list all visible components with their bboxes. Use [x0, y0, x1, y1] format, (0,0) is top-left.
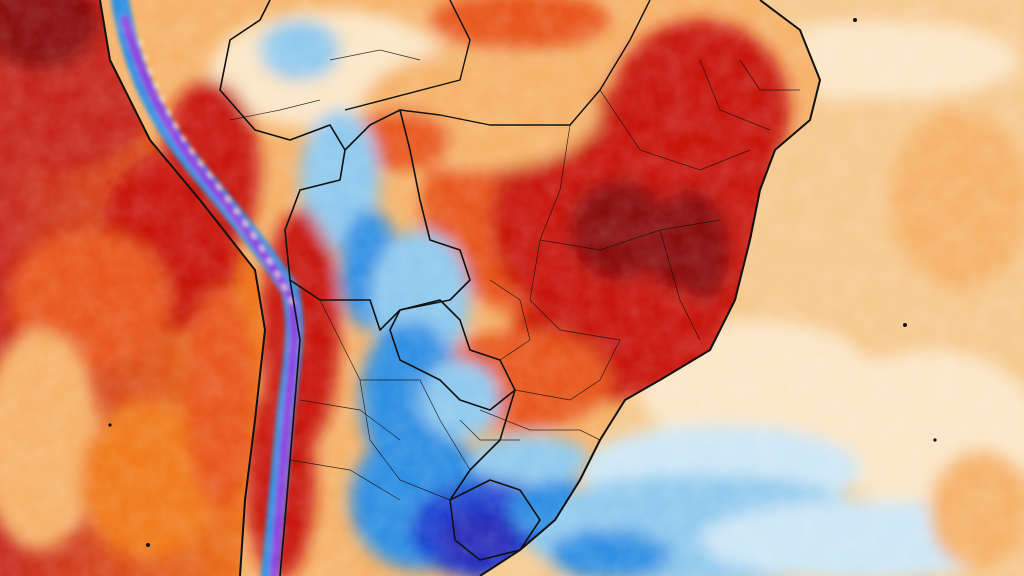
island-dot [933, 438, 937, 442]
island-dot [146, 543, 150, 547]
coastline-west [99, 0, 266, 576]
coastline-east [479, 0, 821, 576]
island-dot [108, 423, 112, 427]
border-argentina-chile [279, 279, 301, 576]
border-brazil-north [344, 0, 471, 111]
border-bolivia [284, 109, 471, 331]
border-paraguay [389, 299, 516, 411]
state-lines [229, 49, 800, 501]
island-dot [903, 323, 907, 327]
border-peru-brazil [219, 0, 346, 151]
country-borders [99, 0, 821, 576]
border-uruguay [449, 479, 541, 561]
islands [108, 18, 937, 547]
border-brazil-south [449, 389, 516, 501]
island-dot [853, 18, 857, 22]
